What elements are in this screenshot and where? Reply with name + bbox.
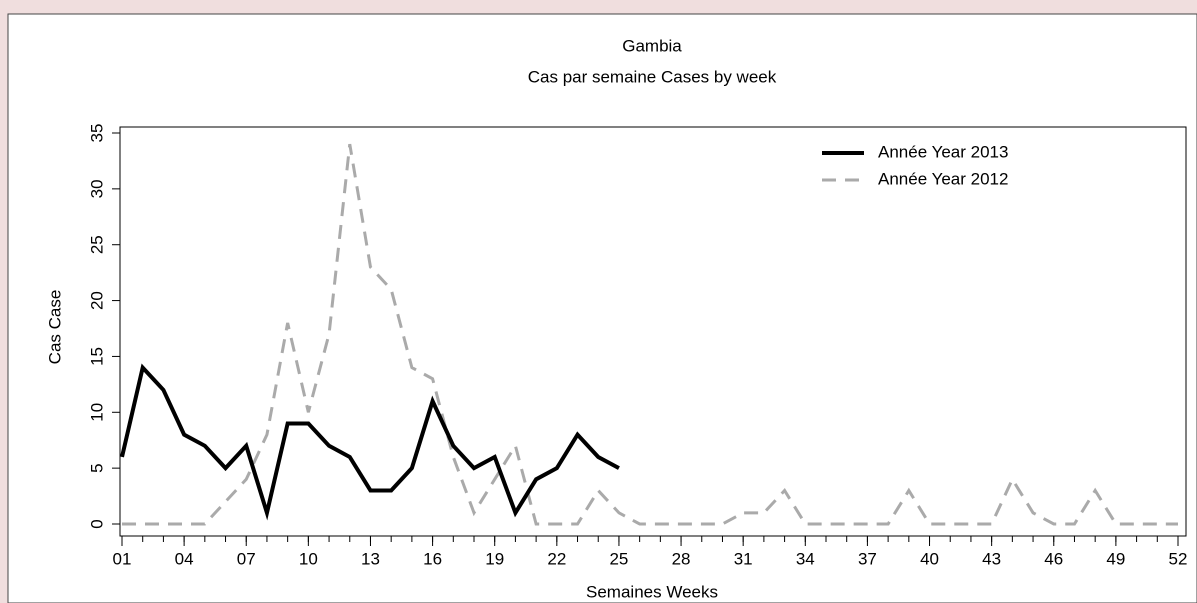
- x-tick-label: 16: [423, 549, 442, 568]
- panel: [7, 13, 1197, 603]
- x-tick-label: 22: [547, 549, 566, 568]
- plot-frame: [119, 126, 1187, 537]
- line-series: [122, 143, 1178, 526]
- y-tick-label: 20: [87, 291, 106, 310]
- chart-subtitle: Cas par semaine Cases by week: [528, 67, 777, 86]
- x-tick-label: 04: [175, 549, 194, 568]
- x-tick-label: 37: [858, 549, 877, 568]
- x-tick-label: 19: [485, 549, 504, 568]
- chart-title: Gambia: [622, 36, 682, 55]
- y-tick-label: 15: [87, 347, 106, 366]
- x-tick-label: 01: [113, 549, 132, 568]
- x-axis-label: Semaines Weeks: [586, 582, 718, 601]
- x-tick-label: 43: [982, 549, 1001, 568]
- x-tick-label: 10: [299, 549, 318, 568]
- x-tick-label: 31: [734, 549, 753, 568]
- x-tick-label: 07: [237, 549, 256, 568]
- legend-label: Année Year 2013: [878, 142, 1008, 161]
- y-tick-label: 30: [87, 179, 106, 198]
- x-tick-label: 49: [1106, 549, 1125, 568]
- y-tick-label: 35: [87, 124, 106, 143]
- x-tick-label: 52: [1169, 549, 1188, 568]
- y-tick-label: 25: [87, 235, 106, 254]
- line-series: [120, 363, 620, 521]
- x-tick-label: 46: [1044, 549, 1063, 568]
- y-axis-label: Cas Case: [45, 290, 64, 365]
- y-tick-label: 0: [87, 519, 106, 528]
- x-tick-label: 28: [672, 549, 691, 568]
- y-tick-label: 10: [87, 403, 106, 422]
- x-tick-label: 25: [609, 549, 628, 568]
- x-tick-label: 34: [796, 549, 815, 568]
- x-tick-label: 13: [361, 549, 380, 568]
- legend-label: Année Year 2012: [878, 169, 1008, 188]
- x-tick-label: 40: [920, 549, 939, 568]
- y-tick-label: 5: [87, 463, 106, 472]
